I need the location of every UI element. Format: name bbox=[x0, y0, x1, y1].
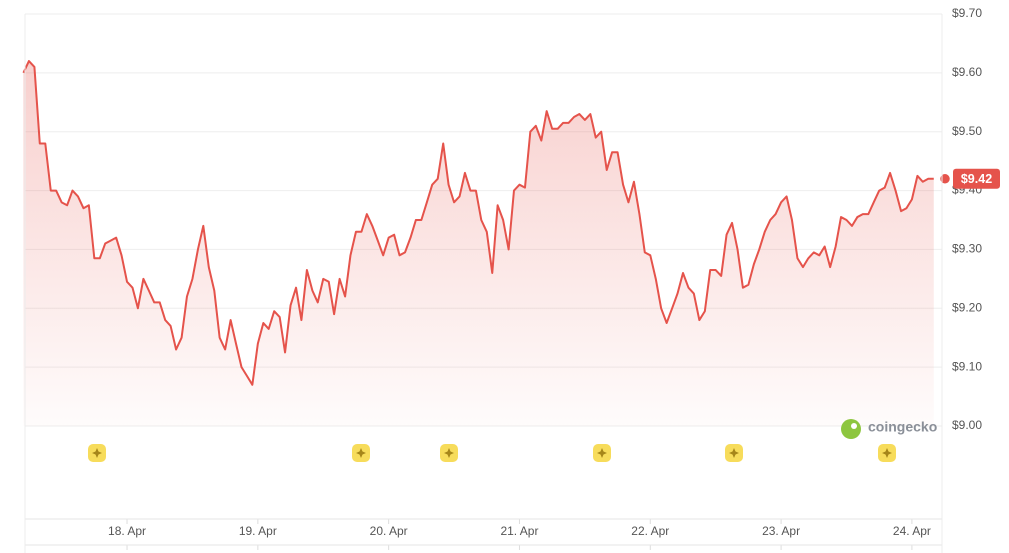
y-tick-label: $9.60 bbox=[952, 65, 982, 79]
y-tick-label: $9.00 bbox=[952, 418, 982, 432]
event-marker[interactable] bbox=[593, 444, 611, 462]
y-tick-label: $9.20 bbox=[952, 300, 982, 314]
watermark-logo-eye bbox=[851, 423, 857, 429]
y-tick-label: $9.10 bbox=[952, 359, 982, 373]
x-tick-label: 19. Apr bbox=[239, 524, 277, 538]
last-price-badge bbox=[953, 168, 1000, 189]
x-tick-label: 18. Apr bbox=[108, 524, 146, 538]
x-tick-label: 20. Apr bbox=[370, 524, 408, 538]
x-tick-label: 23. Apr bbox=[762, 524, 800, 538]
watermark-text: coingecko bbox=[868, 419, 937, 435]
event-marker[interactable] bbox=[440, 444, 458, 462]
price-area bbox=[23, 61, 934, 427]
event-marker[interactable] bbox=[352, 444, 370, 462]
y-tick-label: $9.50 bbox=[952, 124, 982, 138]
event-markers bbox=[88, 444, 896, 462]
last-price-dot bbox=[938, 172, 952, 186]
price-line bbox=[22, 60, 934, 386]
y-tick-label: $9.70 bbox=[952, 6, 982, 20]
y-tick-label: $9.30 bbox=[952, 242, 982, 256]
x-tick-label: 21. Apr bbox=[500, 524, 538, 538]
x-tick-label: 24. Apr bbox=[893, 524, 931, 538]
event-marker[interactable] bbox=[878, 444, 896, 462]
event-marker[interactable] bbox=[725, 444, 743, 462]
x-tick-label: 22. Apr bbox=[631, 524, 669, 538]
event-marker[interactable] bbox=[88, 444, 106, 462]
last-price-label: $9.42 bbox=[961, 172, 992, 186]
watermark: coingecko bbox=[841, 419, 937, 439]
watermark-logo bbox=[841, 419, 861, 439]
